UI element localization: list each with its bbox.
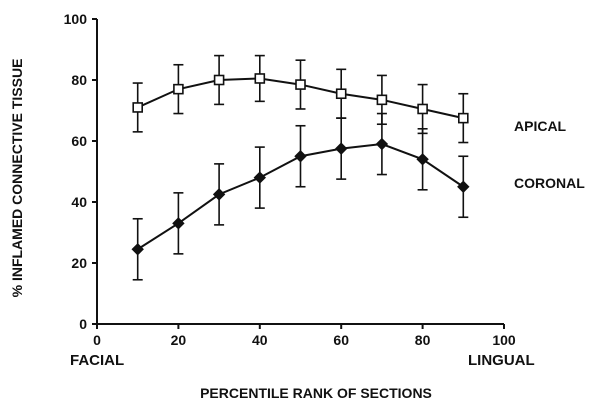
y-tick-label: 100 — [64, 11, 88, 27]
y-tick-label: 20 — [71, 255, 87, 271]
data-point — [295, 79, 306, 90]
y-tick-label: 60 — [71, 133, 87, 149]
data-point — [416, 153, 429, 166]
x-tick-label: 60 — [333, 332, 349, 348]
data-point — [212, 188, 226, 201]
x-tick-label: 20 — [171, 332, 187, 348]
x-tick-label: 80 — [415, 332, 431, 348]
x-tick-label: 40 — [252, 332, 268, 348]
data-point — [375, 137, 389, 151]
data-point — [131, 243, 144, 256]
data-point — [335, 88, 347, 100]
x-left-end-label: FACIAL — [70, 352, 124, 369]
data-point — [457, 112, 469, 124]
series-apical — [132, 54, 469, 144]
data-point — [294, 150, 307, 163]
data-point — [376, 94, 388, 106]
data-point — [213, 74, 225, 86]
data-point — [417, 103, 428, 115]
x-right-end-label: LINGUAL — [468, 352, 535, 369]
data-point — [172, 217, 185, 230]
y-tick-label: 80 — [71, 72, 87, 88]
x-axis-title: PERCENTILE RANK OF SECTIONS — [200, 385, 432, 401]
series-label-apical: APICAL — [514, 118, 567, 134]
y-tick-label: 40 — [71, 194, 87, 210]
axes — [96, 19, 504, 325]
data-point — [334, 142, 348, 155]
data-point — [173, 83, 184, 95]
y-tick-label: 0 — [79, 316, 87, 332]
series-layer — [131, 54, 470, 281]
x-tick-label: 0 — [93, 332, 101, 348]
y-axis-ticks: 0 20 40 60 80 100 — [64, 11, 97, 332]
data-point — [457, 180, 470, 193]
series-label-coronal: CORONAL — [514, 175, 585, 191]
data-point — [254, 73, 266, 84]
x-tick-label: 100 — [492, 332, 516, 348]
data-point — [253, 171, 267, 184]
y-axis-title: % INFLAMED CONNECTIVE TISSUE — [9, 59, 25, 298]
data-point — [132, 102, 143, 113]
x-axis-ticks: 0 20 40 60 80 100 — [93, 324, 516, 348]
series-coronal — [131, 112, 470, 281]
